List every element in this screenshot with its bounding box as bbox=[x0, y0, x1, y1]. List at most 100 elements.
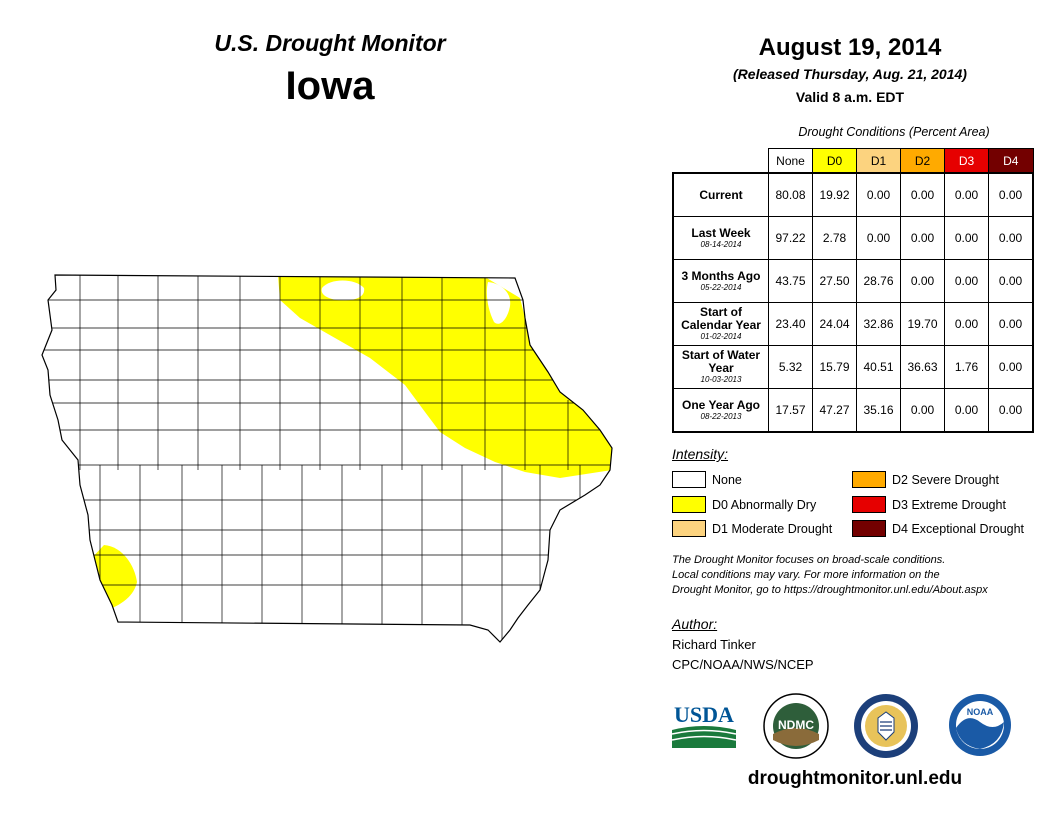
row-date: 08-22-2013 bbox=[700, 411, 742, 421]
row-label: Start of Calendar Year 01-02-2014 bbox=[672, 302, 769, 346]
cell-value: 35.16 bbox=[856, 388, 901, 433]
cell-value: 0.00 bbox=[944, 216, 989, 260]
row-label-text: Start of Water Year bbox=[681, 348, 761, 375]
legend-swatch-none bbox=[672, 471, 706, 488]
cell-value: 19.70 bbox=[900, 302, 945, 346]
row-label: 3 Months Ago 05-22-2014 bbox=[672, 259, 769, 303]
valid-time: Valid 8 a.m. EDT bbox=[795, 89, 905, 105]
cell-value: 0.00 bbox=[900, 259, 945, 303]
cell-value: 0.00 bbox=[988, 259, 1034, 303]
cell-value: 0.00 bbox=[856, 216, 901, 260]
cell-value: 0.00 bbox=[900, 172, 945, 217]
row-label: Start of Water Year 10-03-2013 bbox=[672, 345, 769, 389]
cell-value: 0.00 bbox=[944, 259, 989, 303]
cell-value: 15.79 bbox=[812, 345, 857, 389]
cell-value: 0.00 bbox=[944, 388, 989, 433]
cell-value: 5.32 bbox=[768, 345, 813, 389]
cell-value: 80.08 bbox=[768, 172, 813, 217]
table-row: Current 80.08 19.92 0.00 0.00 0.00 0.00 bbox=[672, 172, 1034, 217]
cell-value: 24.04 bbox=[812, 302, 857, 346]
cell-value: 0.00 bbox=[988, 216, 1034, 260]
cell-value: 0.00 bbox=[944, 172, 989, 217]
legend-item-d0: D0 Abnormally Dry bbox=[672, 496, 816, 513]
col-header-d2: D2 bbox=[900, 148, 945, 174]
map-date: August 19, 2014 bbox=[758, 34, 942, 61]
cell-value: 0.00 bbox=[900, 216, 945, 260]
release-date: (Released Thursday, Aug. 21, 2014) bbox=[733, 66, 967, 82]
state-name: Iowa bbox=[285, 64, 375, 108]
cell-value: 97.22 bbox=[768, 216, 813, 260]
nodrought-pocket-northeast bbox=[486, 282, 511, 324]
cell-value: 47.27 bbox=[812, 388, 857, 433]
cell-value: 17.57 bbox=[768, 388, 813, 433]
legend-label-d2: D2 Severe Drought bbox=[892, 472, 1000, 487]
row-date: 05-22-2014 bbox=[700, 282, 742, 292]
description-line: Local conditions may vary. For more info… bbox=[672, 569, 940, 581]
author-org: CPC/NOAA/NWS/NCEP bbox=[672, 657, 814, 672]
commerce-seal-logo bbox=[854, 694, 918, 758]
legend-label-d1: D1 Moderate Drought bbox=[712, 521, 833, 536]
cell-value: 36.63 bbox=[900, 345, 945, 389]
cell-value: 0.00 bbox=[988, 388, 1034, 433]
map-title: U.S. Drought Monitor bbox=[214, 30, 446, 56]
table-row: Start of Water Year 10-03-2013 5.32 15.79 40… bbox=[672, 345, 1034, 389]
ndmc-logo: NDMC bbox=[763, 693, 829, 759]
cell-value: 0.00 bbox=[900, 388, 945, 433]
col-header-d0: D0 bbox=[812, 148, 857, 174]
noaa-logo-text: NOAA bbox=[967, 707, 994, 717]
row-label: Current bbox=[672, 172, 769, 217]
legend-swatch-d0 bbox=[672, 496, 706, 513]
description-line: The Drought Monitor focuses on broad-sca… bbox=[672, 554, 946, 566]
row-date: 01-02-2014 bbox=[700, 332, 742, 341]
cell-value: 1.76 bbox=[944, 345, 989, 389]
row-label-text: Last Week bbox=[691, 225, 751, 240]
cell-value: 0.00 bbox=[944, 302, 989, 346]
legend-label-d3: D3 Extreme Drought bbox=[892, 497, 1006, 512]
table-row: Start of Calendar Year 01-02-2014 23.40 24.… bbox=[672, 302, 1034, 346]
d0-region-northeast bbox=[278, 276, 612, 478]
legend-label-d4: D4 Exceptional Drought bbox=[892, 521, 1025, 536]
col-header-none: None bbox=[768, 148, 813, 174]
county-lines bbox=[42, 275, 612, 640]
row-label-text: One Year Ago bbox=[681, 397, 761, 412]
legend-swatch-d4 bbox=[852, 520, 886, 537]
row-label-text: 3 Months Ago bbox=[681, 268, 761, 283]
drought-conditions-table: None D0 D1 D2 D3 D4 Current 80.08 19.92 0.0… bbox=[672, 148, 1034, 433]
col-header-d1: D1 bbox=[856, 148, 901, 174]
row-date: 10-03-2013 bbox=[700, 375, 742, 384]
legend-swatch-d2 bbox=[852, 471, 886, 488]
legend-item-d3: D3 Extreme Drought bbox=[852, 496, 1006, 513]
table-header-row: None D0 D1 D2 D3 D4 bbox=[673, 148, 1034, 174]
row-label: One Year Ago 08-22-2013 bbox=[672, 388, 769, 433]
noaa-logo: NOAA bbox=[949, 694, 1011, 756]
author-label: Author: bbox=[672, 616, 718, 632]
table-caption: Drought Conditions (Percent Area) bbox=[798, 125, 990, 139]
cell-value: 28.76 bbox=[856, 259, 901, 303]
cell-value: 0.00 bbox=[988, 345, 1034, 389]
intensity-label: Intensity: bbox=[672, 446, 729, 462]
row-label: Last Week 08-14-2014 bbox=[672, 216, 769, 260]
usda-logo: USDA bbox=[671, 702, 737, 748]
legend-swatch-d3 bbox=[852, 496, 886, 513]
cell-value: 19.92 bbox=[812, 172, 857, 217]
legend-swatch-d1 bbox=[672, 520, 706, 537]
legend-item-d2: D2 Severe Drought bbox=[852, 471, 999, 488]
col-header-d3: D3 bbox=[944, 148, 989, 174]
legend-label-none: None bbox=[712, 472, 742, 487]
nodrought-pocket-north bbox=[321, 280, 365, 301]
website-link[interactable]: droughtmonitor.unl.edu bbox=[747, 768, 963, 789]
cell-value: 43.75 bbox=[768, 259, 813, 303]
legend-label-d0: D0 Abnormally Dry bbox=[712, 497, 817, 512]
table-corner bbox=[673, 149, 769, 174]
cell-value: 40.51 bbox=[856, 345, 901, 389]
ndmc-logo-text: NDMC bbox=[778, 718, 814, 732]
col-header-d4: D4 bbox=[988, 148, 1034, 174]
description-text: The Drought Monitor focuses on broad-sca… bbox=[672, 553, 1042, 598]
description-line: Drought Monitor, go to https://droughtmo… bbox=[672, 584, 988, 596]
cell-value: 23.40 bbox=[768, 302, 813, 346]
row-label-text: Current bbox=[699, 187, 743, 202]
row-date: 08-14-2014 bbox=[700, 239, 742, 249]
cell-value: 32.86 bbox=[856, 302, 901, 346]
iowa-drought-map bbox=[41, 274, 613, 643]
cell-value: 0.00 bbox=[988, 172, 1034, 217]
